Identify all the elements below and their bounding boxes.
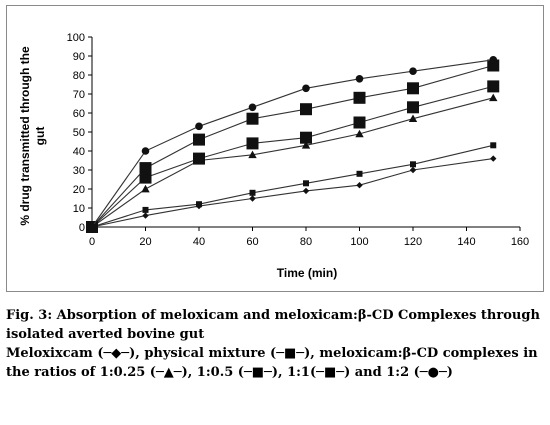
data-point-square <box>410 161 416 168</box>
data-point-square <box>353 91 366 104</box>
data-point-circle <box>88 223 96 231</box>
y-tick-label: 0 <box>79 222 85 234</box>
chart-frame: % drug transmitted through the gut Time … <box>6 5 544 292</box>
data-point-square <box>353 116 366 129</box>
x-tick-label: 160 <box>511 236 529 248</box>
data-point-circle <box>409 67 417 75</box>
data-point-square <box>356 170 363 177</box>
data-point-circle <box>355 75 364 83</box>
y-tick-label: 60 <box>73 108 85 120</box>
data-point-diamond <box>142 212 149 219</box>
series-line <box>91 85 494 228</box>
series-1 <box>88 155 497 231</box>
data-point-triangle <box>489 93 498 102</box>
x-tick-label: 20 <box>139 236 151 248</box>
series-line <box>91 144 494 228</box>
data-point-triangle <box>408 114 418 123</box>
x-tick-label: 140 <box>457 236 475 248</box>
data-point-diamond <box>490 155 497 162</box>
data-point-triangle <box>248 150 257 159</box>
caption-body: Meloxixcam (─◆─), physical mixture (─■─)… <box>6 346 538 380</box>
x-tick-label: 0 <box>89 236 95 248</box>
series-6 <box>88 56 498 231</box>
data-point-triangle <box>355 129 364 138</box>
y-tick-label: 30 <box>73 165 85 177</box>
y-tick-label: 10 <box>73 203 85 215</box>
series-5 <box>86 59 500 233</box>
series-group <box>86 56 500 233</box>
x-axis-title: Time (min) <box>277 266 337 280</box>
x-tick-label: 120 <box>404 236 422 248</box>
y-tick-label: 50 <box>73 127 85 139</box>
y-tick-label: 40 <box>73 146 85 158</box>
data-point-square <box>196 201 202 208</box>
data-point-square <box>249 189 256 196</box>
x-tick-label: 60 <box>246 236 258 248</box>
data-point-square <box>193 133 205 146</box>
axes: 0 10 20 30 40 50 60 70 80 90 100 0 20 40 60 80 100 120 140… <box>67 32 530 248</box>
data-point-circle <box>302 84 310 93</box>
y-axis-title: % drug transmitted through the gut <box>18 46 47 226</box>
data-point-square <box>142 206 149 213</box>
data-point-square <box>407 101 419 114</box>
y-axis-title-line2: gut <box>33 127 47 146</box>
y-tick-label: 100 <box>67 32 85 44</box>
data-point-square <box>193 152 205 165</box>
data-point-circle <box>248 103 257 112</box>
x-tick-label: 40 <box>193 236 205 248</box>
data-point-square <box>246 112 259 125</box>
data-point-circle <box>141 147 150 155</box>
series-line <box>91 64 494 228</box>
data-point-circle <box>195 122 203 131</box>
data-point-square <box>303 180 309 187</box>
data-point-square <box>407 82 419 95</box>
data-point-diamond <box>409 166 417 174</box>
y-tick-label: 20 <box>73 184 85 196</box>
y-tick-label: 80 <box>73 70 85 82</box>
data-point-square <box>139 162 152 175</box>
data-point-square <box>300 103 312 116</box>
data-point-triangle <box>301 141 311 149</box>
y-tick-label: 70 <box>73 89 85 101</box>
data-point-circle <box>489 56 498 64</box>
series-3 <box>87 93 498 231</box>
y-axis-title-line1: % drug transmitted through the <box>18 46 32 226</box>
data-point-square <box>300 131 312 144</box>
data-point-triangle <box>141 184 150 193</box>
data-point-diamond <box>356 182 363 189</box>
figure-caption: Fig. 3: Absorption of meloxicam and melo… <box>6 306 546 382</box>
caption-title: Fig. 3: Absorption of meloxicam and melo… <box>6 308 540 342</box>
data-point-square <box>490 142 497 149</box>
series-line <box>91 158 494 228</box>
data-point-diamond <box>302 187 310 195</box>
y-tick-label: 90 <box>73 51 85 63</box>
x-tick-label: 100 <box>350 236 368 248</box>
data-point-diamond <box>249 195 256 202</box>
series-2 <box>89 142 497 230</box>
series-line <box>91 59 494 228</box>
line-chart: % drug transmitted through the gut Time … <box>18 32 530 280</box>
data-point-square <box>487 59 500 72</box>
data-point-square <box>139 171 152 184</box>
data-point-square <box>487 80 500 93</box>
x-tick-label: 80 <box>300 236 312 248</box>
data-point-square <box>246 137 259 150</box>
series-line <box>91 97 494 228</box>
